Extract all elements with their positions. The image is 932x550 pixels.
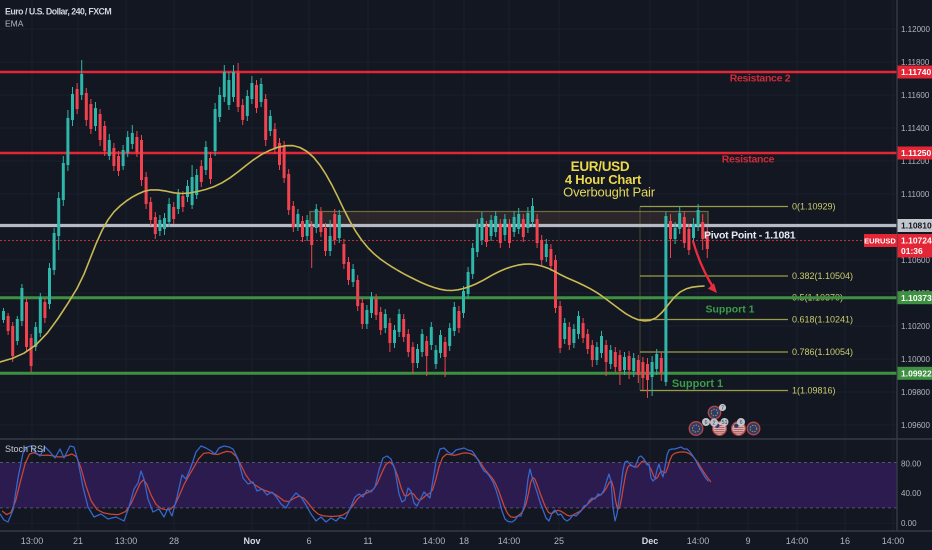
svg-text:Support 1: Support 1 [672,378,723,390]
svg-text:Stoch RSI: Stoch RSI [5,444,46,454]
svg-text:14:00: 14:00 [423,536,446,546]
svg-text:25: 25 [554,536,564,546]
svg-text:1.11250: 1.11250 [901,148,932,158]
svg-text:0.618(1.10241): 0.618(1.10241) [792,315,853,325]
svg-text:1.09800: 1.09800 [901,388,930,397]
svg-text:21: 21 [73,536,83,546]
svg-text:0(1.10929): 0(1.10929) [792,202,836,212]
svg-text:Euro / U.S. Dollar, 240, FXCM: Euro / U.S. Dollar, 240, FXCM [5,7,111,17]
svg-text:Overbought Pair: Overbought Pair [563,185,656,200]
svg-text:EUR/USD: EUR/USD [571,159,630,174]
svg-text:1.11200: 1.11200 [901,157,930,166]
svg-text:11: 11 [363,536,372,546]
svg-text:1.10000: 1.10000 [901,355,930,364]
svg-text:1(1.09816): 1(1.09816) [792,386,836,396]
svg-text:9: 9 [745,536,750,546]
svg-text:0.382(1.10504): 0.382(1.10504) [792,271,853,281]
svg-text:1.10600: 1.10600 [901,256,930,265]
svg-text:Support 1: Support 1 [706,304,755,316]
svg-text:13:00: 13:00 [115,536,138,546]
svg-text:14:00: 14:00 [687,536,710,546]
svg-text:51: 51 [721,420,727,426]
svg-text:13:00: 13:00 [21,536,44,546]
svg-text:1.11400: 1.11400 [901,124,930,133]
svg-text:16: 16 [840,536,850,546]
svg-text:01:36: 01:36 [901,246,923,256]
svg-text:4 Hour Chart: 4 Hour Chart [565,172,642,187]
svg-text:Nov: Nov [243,536,260,546]
svg-text:18: 18 [459,536,469,546]
svg-text:14:00: 14:00 [882,536,905,546]
svg-text:1.10810: 1.10810 [901,221,932,231]
svg-text:28: 28 [169,536,179,546]
svg-text:6: 6 [704,420,707,426]
svg-text:14:00: 14:00 [498,536,521,546]
svg-text:6: 6 [306,536,311,546]
svg-text:2: 2 [712,421,715,427]
svg-text:40.00: 40.00 [901,489,922,498]
svg-text:1.09600: 1.09600 [901,421,930,430]
svg-text:1.11740: 1.11740 [901,67,932,77]
svg-text:0.786(1.10054): 0.786(1.10054) [792,347,853,357]
svg-text:0.00: 0.00 [901,519,917,528]
svg-text:Dec: Dec [642,536,659,546]
svg-text:6: 6 [739,420,742,426]
svg-text:80.00: 80.00 [901,460,922,469]
svg-text:1.12000: 1.12000 [901,25,930,34]
svg-text:1.10200: 1.10200 [901,322,930,331]
svg-text:1.11800: 1.11800 [901,58,930,67]
svg-text:1.09922: 1.09922 [901,369,932,379]
svg-text:14:00: 14:00 [786,536,809,546]
svg-text:1.11600: 1.11600 [901,91,930,100]
svg-text:EURUSD: EURUSD [864,237,896,246]
svg-text:7: 7 [721,406,724,412]
svg-text:1.10724: 1.10724 [901,236,932,246]
svg-text:Pivot Point - 1.1081: Pivot Point - 1.1081 [704,230,796,242]
svg-text:EMA: EMA [5,19,24,29]
svg-text:1.11000: 1.11000 [901,190,930,199]
svg-text:Resistance 2: Resistance 2 [730,73,791,85]
svg-text:Resistance: Resistance [722,154,775,166]
svg-text:1.10373: 1.10373 [901,293,932,303]
